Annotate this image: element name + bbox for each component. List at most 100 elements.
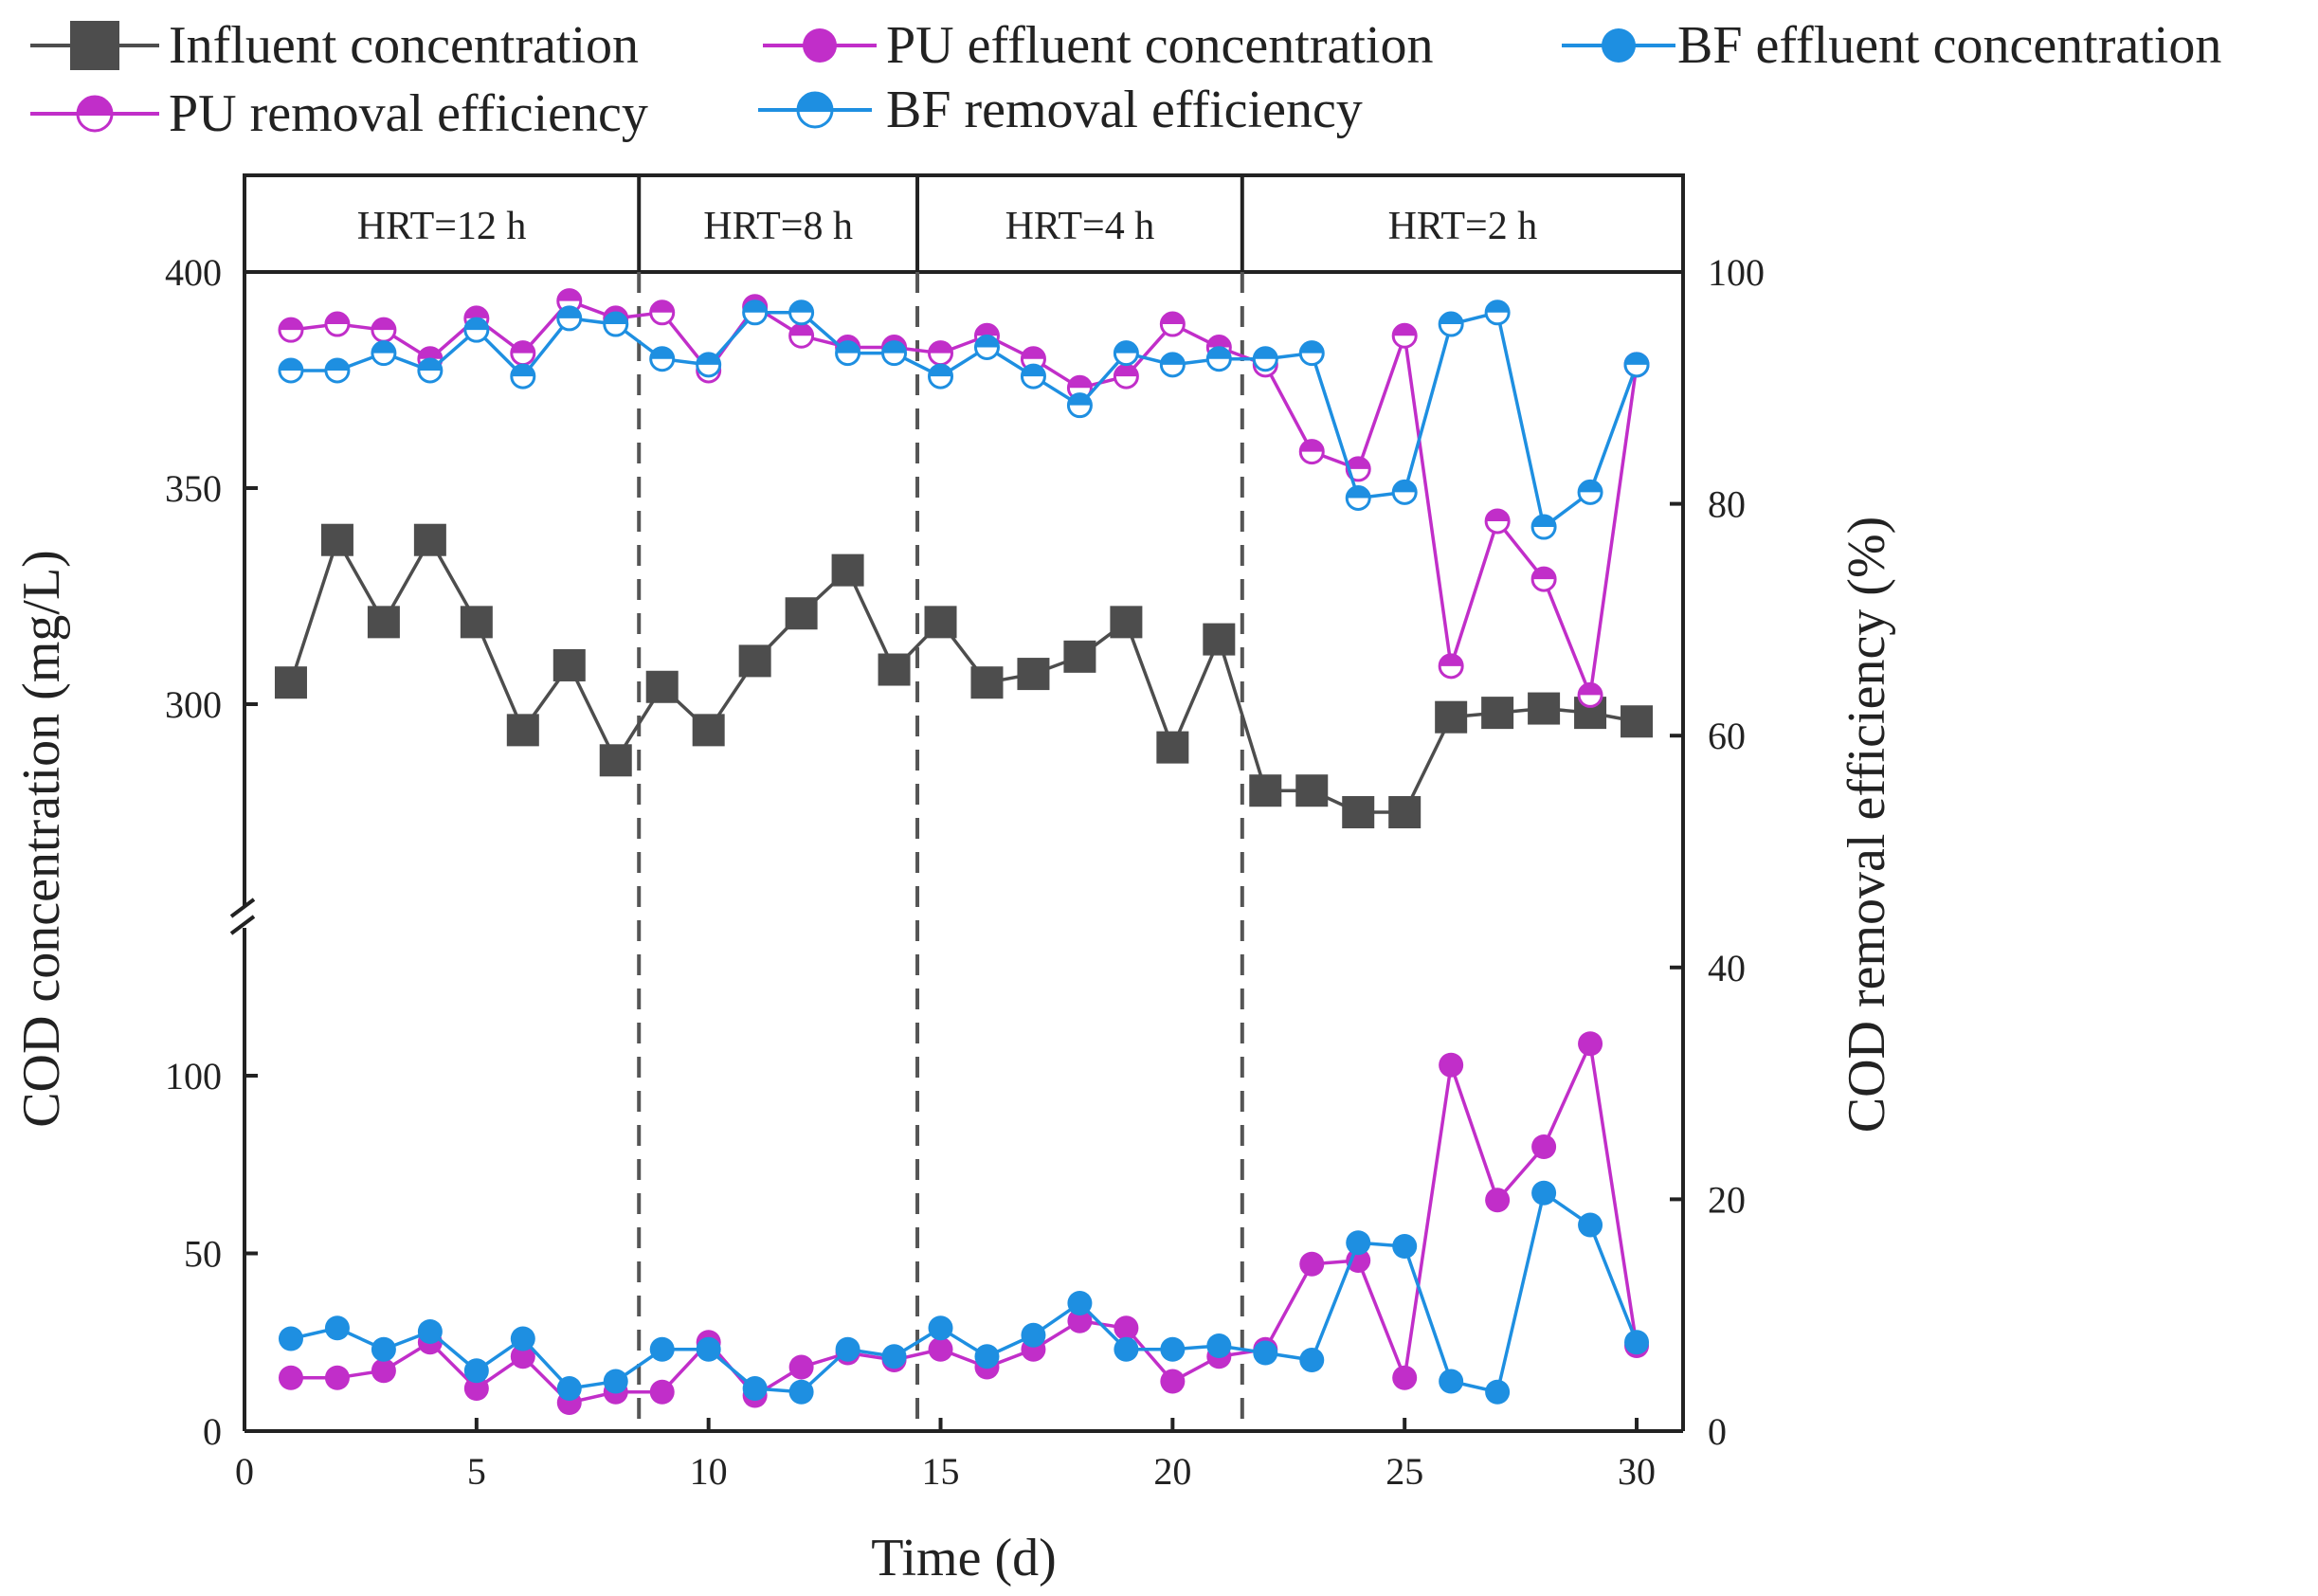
data-point-fill-pu-removal-efficiency (371, 318, 395, 331)
data-point-bf-effluent-concentration (1299, 1348, 1325, 1372)
data-point-pu-effluent-concentration (649, 1379, 675, 1405)
data-point-pu-effluent-concentration (928, 1336, 953, 1362)
legend-label-pu-removal: PU removal efficiency (169, 84, 648, 143)
legend-item-bf-effluent: BF effluent concentration (1562, 16, 2221, 75)
x-tick-label: 30 (1618, 1450, 1656, 1493)
data-point-bf-effluent-concentration (1485, 1379, 1511, 1405)
data-point-influent-concentration (785, 597, 818, 630)
data-point-fill-bf-removal-efficiency (1440, 313, 1463, 325)
data-point-fill-pu-removal-efficiency (1068, 376, 1092, 389)
data-point-fill-bf-removal-efficiency (464, 318, 488, 331)
data-point-fill-bf-removal-efficiency (1161, 353, 1185, 365)
hrt-phase-label: HRT=4 h (1005, 205, 1155, 248)
data-point-influent-concentration (1435, 700, 1468, 734)
data-point-fill-bf-removal-efficiency (1254, 347, 1277, 359)
legend-item-bf-removal: BF removal efficiency (758, 81, 1363, 139)
data-point-fill-pu-removal-efficiency (1486, 509, 1510, 521)
data-point-fill-pu-removal-efficiency (279, 318, 302, 331)
data-point-fill-pu-removal-efficiency (464, 306, 488, 318)
data-point-fill-pu-removal-efficiency (975, 324, 999, 336)
data-point-fill-bf-removal-efficiency (418, 358, 442, 371)
legend-label-bf-effluent: BF effluent concentration (1677, 16, 2221, 75)
data-point-bf-effluent-concentration (1067, 1291, 1093, 1315)
data-point-fill-bf-removal-efficiency (1625, 353, 1649, 365)
data-point-fill-bf-removal-efficiency (789, 300, 813, 313)
hrt-phase-label: HRT=2 h (1388, 205, 1538, 248)
series-layer (274, 288, 1654, 1415)
data-point-bf-effluent-concentration (1114, 1336, 1139, 1362)
right-tick-label: 60 (1708, 715, 1746, 757)
data-point-influent-concentration (645, 670, 679, 703)
data-point-influent-concentration (1481, 697, 1514, 730)
data-point-fill-bf-removal-efficiency (604, 313, 627, 325)
legend-item-pu-effluent: PU effluent concentration (763, 16, 1433, 75)
data-point-bf-effluent-concentration (742, 1376, 768, 1401)
data-point-fill-pu-removal-efficiency (1579, 683, 1603, 696)
data-point-pu-effluent-concentration (324, 1365, 350, 1390)
data-point-bf-effluent-concentration (1392, 1234, 1418, 1259)
data-point-fill-bf-removal-efficiency (650, 347, 674, 359)
data-point-fill-bf-removal-efficiency (1486, 300, 1510, 313)
plot-frame (229, 272, 1685, 1433)
data-point-bf-effluent-concentration (556, 1376, 582, 1401)
data-point-pu-effluent-concentration (1067, 1308, 1093, 1333)
data-point-pu-effluent-concentration (1578, 1031, 1603, 1057)
data-point-fill-bf-removal-efficiency (1068, 393, 1092, 406)
data-point-bf-effluent-concentration (1578, 1212, 1603, 1238)
data-point-influent-concentration (599, 744, 632, 777)
data-point-pu-effluent-concentration (371, 1358, 396, 1384)
data-point-bf-effluent-concentration (696, 1336, 721, 1362)
series-influent-concentration (274, 523, 1654, 828)
data-point-pu-effluent-concentration (1439, 1052, 1464, 1078)
data-point-fill-bf-removal-efficiency (1114, 341, 1138, 354)
right-tick-label: 100 (1708, 251, 1765, 294)
hrt-phase-label: HRT=12 h (357, 205, 527, 248)
data-point-bf-effluent-concentration (1531, 1180, 1557, 1206)
data-point-bf-effluent-concentration (928, 1315, 953, 1341)
data-point-influent-concentration (878, 653, 911, 686)
data-point-fill-bf-removal-efficiency (1579, 481, 1603, 493)
data-point-bf-effluent-concentration (1021, 1322, 1046, 1348)
axis-break-mark (229, 915, 256, 935)
left-tick-label: 0 (203, 1410, 222, 1453)
data-point-influent-concentration (970, 666, 1004, 699)
data-point-influent-concentration (1249, 774, 1282, 807)
data-point-influent-concentration (1156, 731, 1189, 764)
data-point-pu-effluent-concentration (1392, 1365, 1418, 1390)
left-tick-label: 400 (165, 251, 222, 294)
data-point-influent-concentration (1388, 796, 1422, 828)
data-point-fill-pu-removal-efficiency (1532, 568, 1556, 580)
data-point-fill-pu-removal-efficiency (929, 341, 952, 354)
data-point-bf-effluent-concentration (788, 1379, 814, 1405)
data-point-bf-effluent-concentration (1439, 1369, 1464, 1394)
data-point-influent-concentration (692, 714, 725, 747)
right-tick-label: 80 (1708, 483, 1746, 526)
data-point-influent-concentration (738, 644, 771, 678)
x-tick-label: 20 (1153, 1450, 1191, 1493)
data-point-fill-pu-removal-efficiency (325, 313, 349, 325)
data-point-influent-concentration (831, 553, 864, 587)
data-point-fill-pu-removal-efficiency (557, 289, 581, 301)
right-axis-title: COD removal efficiency (%) (1838, 517, 1896, 1133)
data-point-bf-effluent-concentration (463, 1358, 489, 1384)
data-point-fill-bf-removal-efficiency (836, 341, 860, 354)
data-point-fill-bf-removal-efficiency (697, 353, 720, 365)
hrt-phase-header: HRT=12 h HRT=8 h HRT=4 h HRT=2 h (243, 173, 1685, 274)
data-point-fill-bf-removal-efficiency (1532, 516, 1556, 528)
data-point-fill-pu-removal-efficiency (1114, 365, 1138, 377)
data-point-influent-concentration (1295, 774, 1329, 807)
data-point-influent-concentration (320, 523, 353, 556)
data-point-fill-pu-removal-efficiency (1022, 347, 1045, 359)
axis-break-mark (229, 898, 256, 918)
data-point-influent-concentration (1342, 796, 1375, 828)
legend-item-pu-removal: PU removal efficiency (30, 84, 648, 143)
data-point-fill-pu-removal-efficiency (1393, 324, 1417, 336)
data-point-pu-effluent-concentration (788, 1354, 814, 1380)
left-tick-label: 350 (165, 467, 222, 510)
series-bf-removal-efficiency (278, 299, 1650, 540)
data-point-fill-pu-removal-efficiency (511, 341, 534, 354)
legend: Influent concentration PU effluent conce… (30, 16, 2221, 143)
data-point-influent-concentration (1017, 658, 1050, 691)
data-point-fill-bf-removal-efficiency (1347, 486, 1370, 499)
